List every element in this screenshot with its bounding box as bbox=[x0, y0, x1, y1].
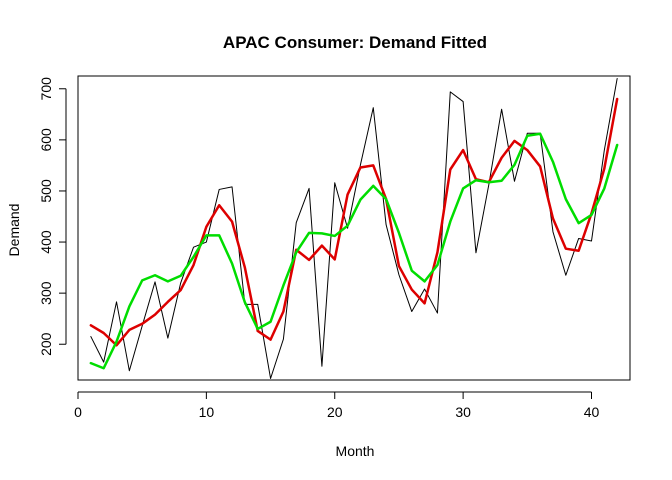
y-axis-label: Demand bbox=[6, 204, 22, 257]
y-tick-label: 500 bbox=[38, 179, 54, 203]
x-tick-label: 40 bbox=[584, 404, 600, 420]
x-tick-label: 20 bbox=[327, 404, 343, 420]
y-tick-label: 600 bbox=[38, 128, 54, 152]
x-axis: 0 10 20 30 40 bbox=[74, 391, 600, 420]
x-tick-label: 30 bbox=[455, 404, 471, 420]
series-actual-line bbox=[90, 78, 618, 379]
y-tick-label: 400 bbox=[38, 230, 54, 254]
y-tick-label: 700 bbox=[38, 77, 54, 101]
chart-title: APAC Consumer: Demand Fitted bbox=[223, 33, 487, 52]
series-fitted-red-line bbox=[89, 97, 619, 347]
y-tick-label: 300 bbox=[38, 281, 54, 305]
x-tick-label: 10 bbox=[199, 404, 215, 420]
series-layer bbox=[89, 78, 619, 379]
y-tick-label: 200 bbox=[38, 332, 54, 356]
x-axis-label: Month bbox=[336, 443, 375, 459]
y-axis: 200 300 400 500 600 700 bbox=[38, 77, 67, 356]
x-tick-label: 0 bbox=[74, 404, 82, 420]
series-fitted-green-line bbox=[89, 132, 619, 370]
plot-area-border bbox=[77, 75, 631, 381]
